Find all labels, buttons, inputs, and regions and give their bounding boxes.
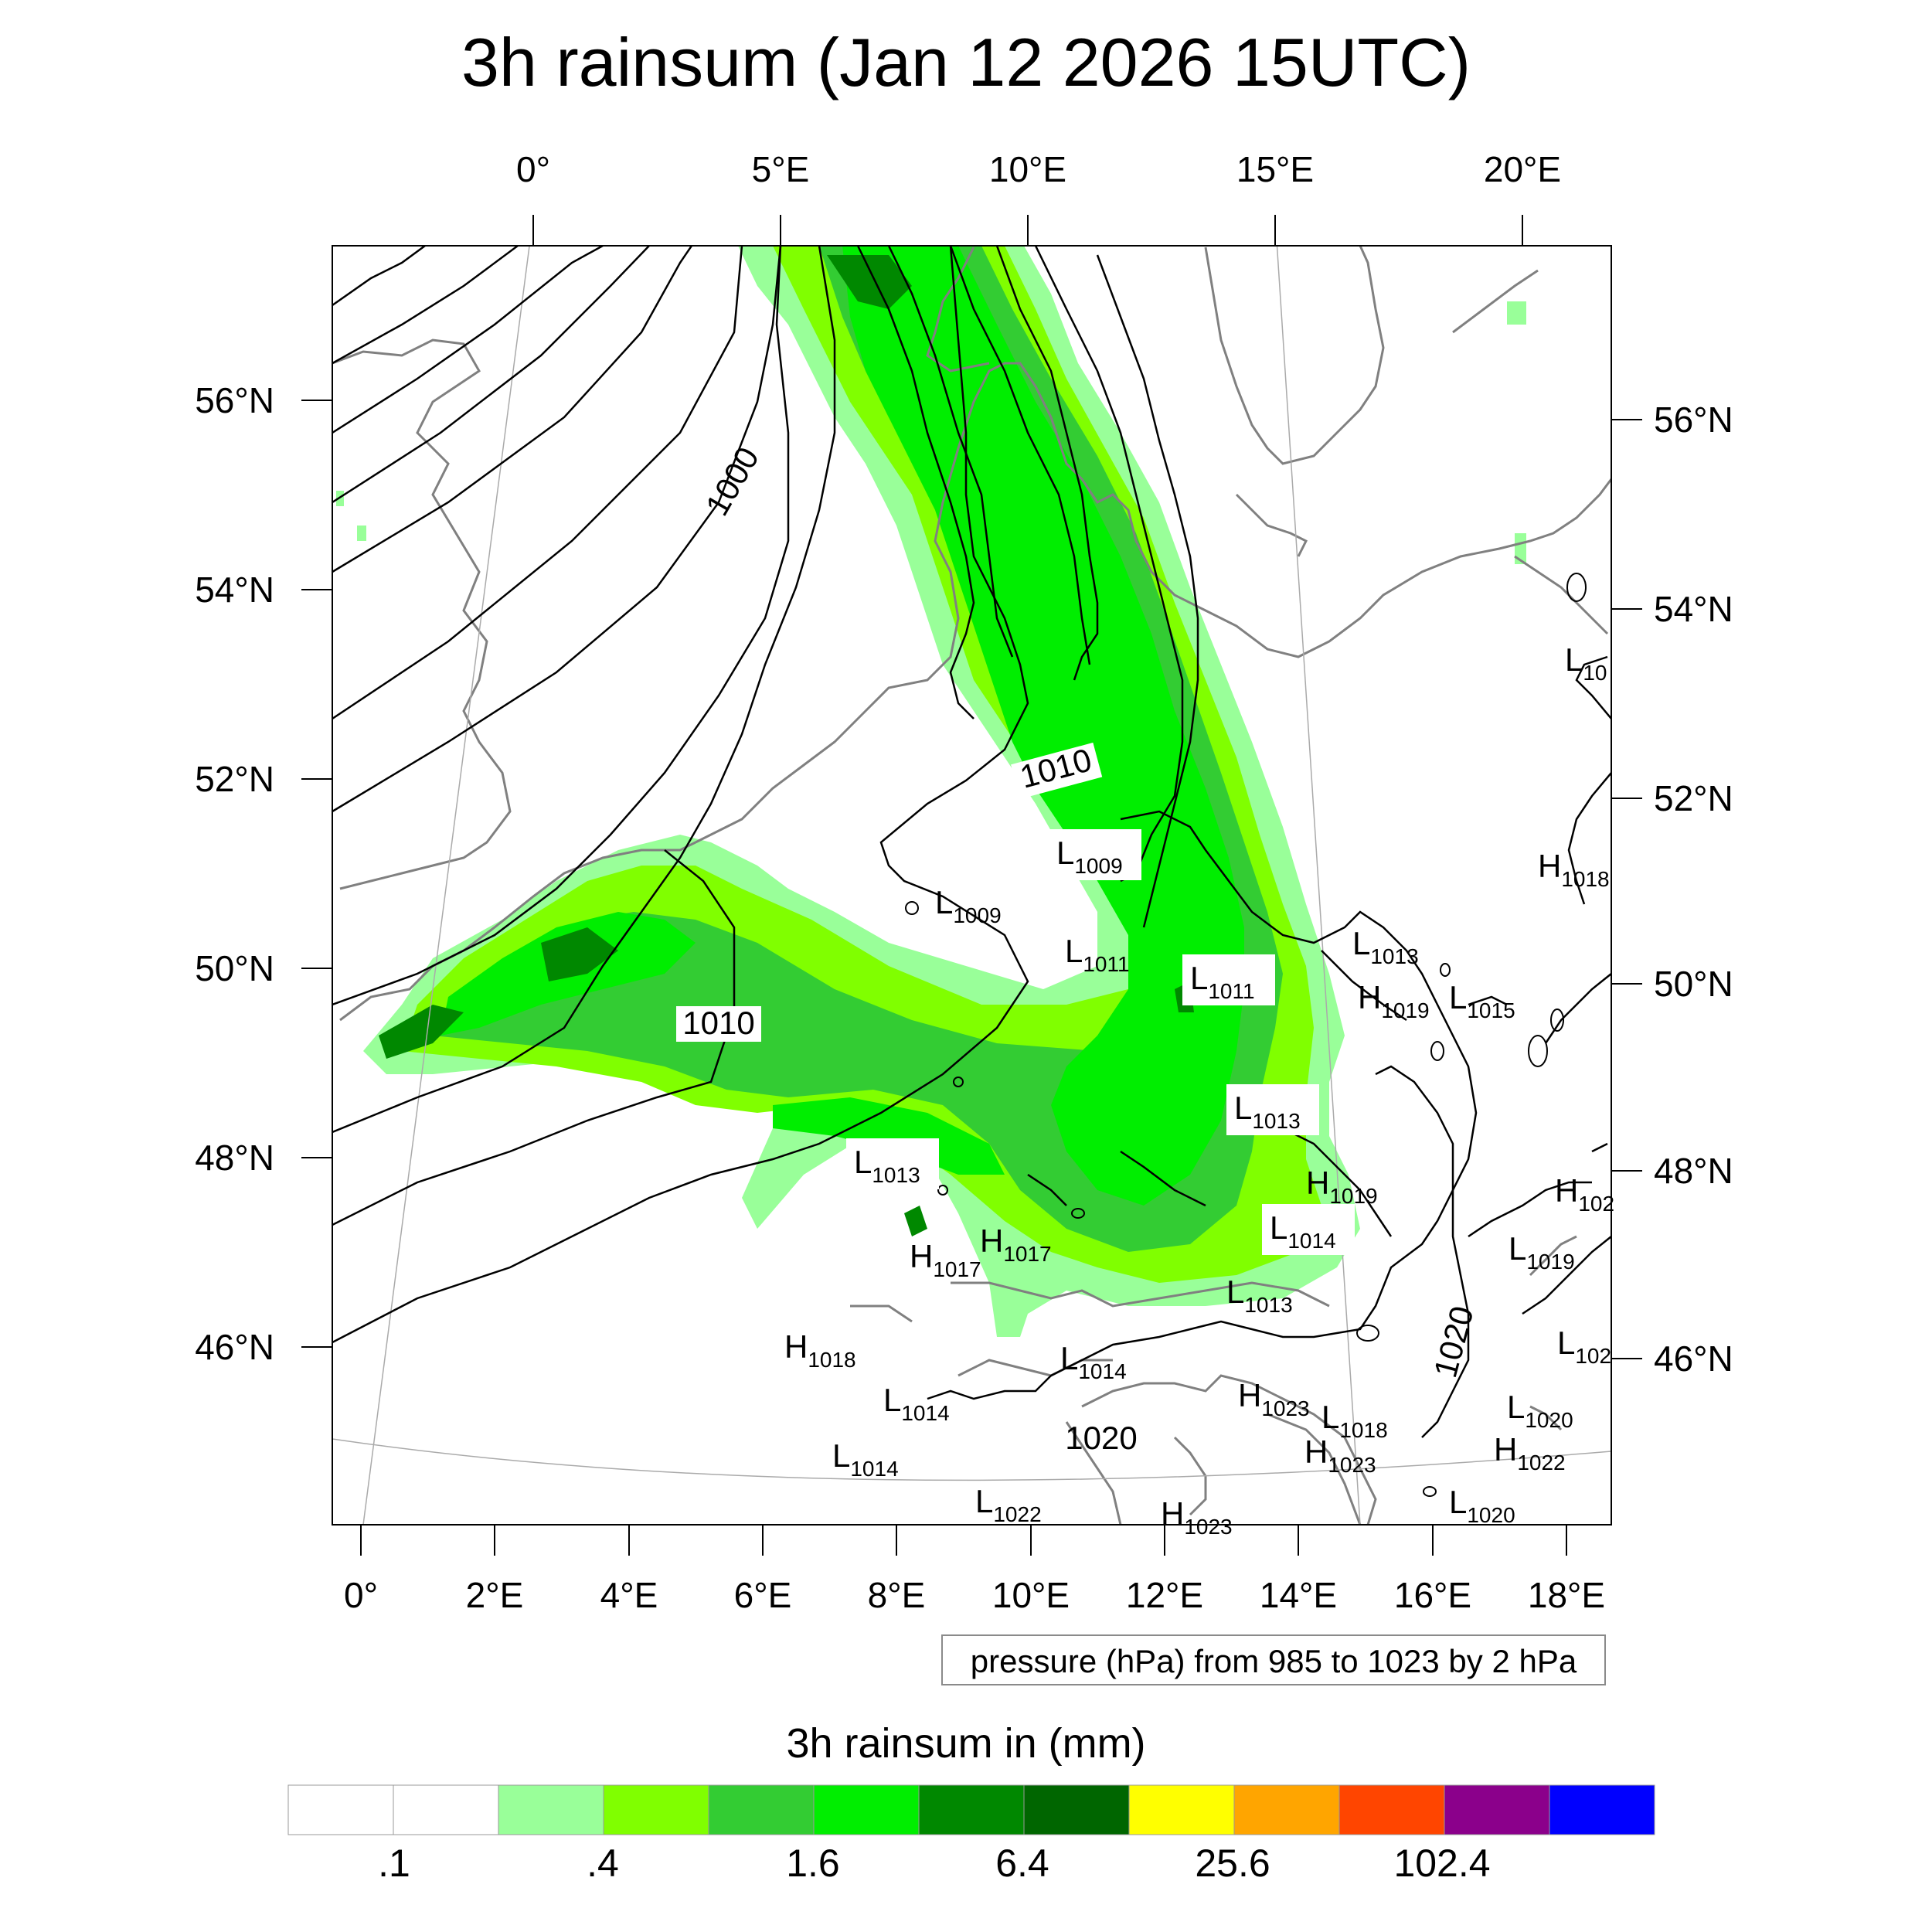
low-pressure-label: L1014 <box>1060 1340 1127 1383</box>
colorbar-swatch <box>918 1784 1025 1835</box>
right-lat-label: 48°N <box>1654 1151 1733 1191</box>
isobars <box>332 246 1611 1438</box>
left-lat-label: 52°N <box>195 759 274 799</box>
contour-label: 1000 <box>699 441 766 522</box>
colorbar-tick-label: 6.4 <box>995 1842 1049 1885</box>
pressure-center-box <box>846 1138 939 1189</box>
high-pressure-label: H102 <box>1555 1172 1614 1216</box>
left-lat-label: 50°N <box>195 948 274 988</box>
low-pressure-label: L1014 <box>832 1437 899 1481</box>
colorbar-swatch <box>393 1784 499 1835</box>
low-pressure-label: L1013 <box>854 1144 920 1187</box>
high-pressure-label: H1019 <box>1358 979 1430 1022</box>
low-pressure-label: L10 <box>1565 641 1607 685</box>
low-pressure-label: L1011 <box>1065 933 1130 976</box>
high-pressure-label: H1023 <box>1161 1495 1233 1539</box>
map-frame <box>332 245 1612 1526</box>
top-lon-label: 15°E <box>1236 149 1314 189</box>
right-lat-label: 46°N <box>1654 1338 1733 1379</box>
left-lat-label: 54°N <box>195 570 274 610</box>
contour-label: 1010 <box>682 1005 754 1041</box>
isobar-rings <box>905 573 1587 1497</box>
low-pressure-label: L1014 <box>1270 1209 1336 1253</box>
colorbar-swatch <box>1233 1784 1340 1835</box>
right-lat-label: 56°N <box>1654 400 1733 440</box>
colorbar-tick-label: 1.6 <box>786 1842 840 1885</box>
pressure-center-box <box>1226 1084 1319 1135</box>
colorbar-swatch <box>498 1784 604 1835</box>
low-pressure-label: L102 <box>1557 1325 1611 1368</box>
low-pressure-label: L1020 <box>1449 1484 1515 1527</box>
low-pressure-label: L1011 <box>1190 960 1255 1003</box>
high-pressure-label: H1023 <box>1238 1377 1310 1420</box>
low-pressure-label: L1022 <box>975 1483 1042 1526</box>
colorbar-swatch <box>1549 1784 1655 1835</box>
bottom-lon-label: 18°E <box>1528 1575 1605 1615</box>
contour-label: 1020 <box>1065 1420 1137 1456</box>
colorbar-swatch <box>603 1784 709 1835</box>
high-pressure-label: H1023 <box>1304 1434 1376 1477</box>
low-pressure-label: L1019 <box>1509 1230 1575 1274</box>
axis-ticks <box>301 215 1642 1556</box>
bottom-lon-label: 6°E <box>734 1575 792 1615</box>
top-lon-label: 0° <box>516 149 550 189</box>
low-pressure-label: L1020 <box>1507 1389 1573 1432</box>
graticule <box>332 246 1611 1525</box>
high-pressure-label: H1018 <box>1538 848 1610 891</box>
colorbar-swatch <box>1444 1784 1550 1835</box>
bottom-lon-label: 4°E <box>600 1575 658 1615</box>
bottom-lon-label: 10°E <box>992 1575 1070 1615</box>
contour-label: 1020 <box>1427 1302 1481 1381</box>
low-pressure-label: L1013 <box>1234 1090 1301 1133</box>
colorbar-tick-label: .1 <box>378 1842 410 1885</box>
top-lon-label: 20°E <box>1484 149 1561 189</box>
colorbar-swatch <box>813 1784 920 1835</box>
top-lon-label: 5°E <box>752 149 810 189</box>
left-lat-label: 48°N <box>195 1138 274 1178</box>
colorbar-tick-label: 102.4 <box>1393 1842 1490 1885</box>
left-lat-label: 46°N <box>195 1327 274 1367</box>
colorbar-tick-label: .4 <box>587 1842 619 1885</box>
low-pressure-label: L1013 <box>1352 925 1419 968</box>
right-lat-label: 52°N <box>1654 778 1733 818</box>
colorbar-swatch <box>708 1784 815 1835</box>
bottom-lon-label: 14°E <box>1260 1575 1337 1615</box>
high-pressure-label: H1018 <box>784 1328 856 1372</box>
bottom-lon-label: 8°E <box>868 1575 926 1615</box>
colorbar <box>287 1784 1655 1835</box>
low-pressure-label: L1015 <box>1449 979 1515 1022</box>
colorbar-swatch <box>1023 1784 1130 1835</box>
high-pressure-label: H1017 <box>980 1223 1052 1266</box>
bottom-lon-label: 2°E <box>466 1575 524 1615</box>
bottom-lon-label: 16°E <box>1394 1575 1471 1615</box>
colorbar-swatch <box>287 1784 394 1835</box>
colorbar-tick-label: 25.6 <box>1195 1842 1270 1885</box>
low-pressure-label: L1014 <box>883 1382 950 1425</box>
pressure-center-box <box>1182 954 1275 1005</box>
high-pressure-label: H1019 <box>1306 1165 1378 1208</box>
contour-info-box: pressure (hPa) from 985 to 1023 by 2 hPa <box>941 1634 1606 1685</box>
low-pressure-label: L1009 <box>1056 835 1123 878</box>
pressure-center-box <box>1049 829 1141 880</box>
right-lat-label: 50°N <box>1654 964 1733 1004</box>
top-lon-label: 10°E <box>989 149 1066 189</box>
low-pressure-label: L1018 <box>1321 1399 1388 1442</box>
pressure-center-box <box>1262 1204 1355 1255</box>
high-pressure-label: H1017 <box>910 1238 981 1281</box>
colorbar-title: 3h rainsum in (mm) <box>786 1720 1146 1767</box>
colorbar-swatch <box>1128 1784 1235 1835</box>
low-pressure-label: L1009 <box>935 884 1002 927</box>
coastlines <box>332 246 1611 1525</box>
map-title: 3h rainsum (Jan 12 2026 15UTC) <box>461 24 1471 100</box>
right-lat-label: 54°N <box>1654 589 1733 629</box>
bottom-lon-label: 12°E <box>1126 1575 1203 1615</box>
left-lat-label: 56°N <box>195 380 274 420</box>
bottom-lon-label: 0° <box>344 1575 378 1615</box>
colorbar-swatch <box>1338 1784 1445 1835</box>
high-pressure-label: H1022 <box>1494 1431 1566 1475</box>
low-pressure-label: L1013 <box>1226 1274 1293 1317</box>
